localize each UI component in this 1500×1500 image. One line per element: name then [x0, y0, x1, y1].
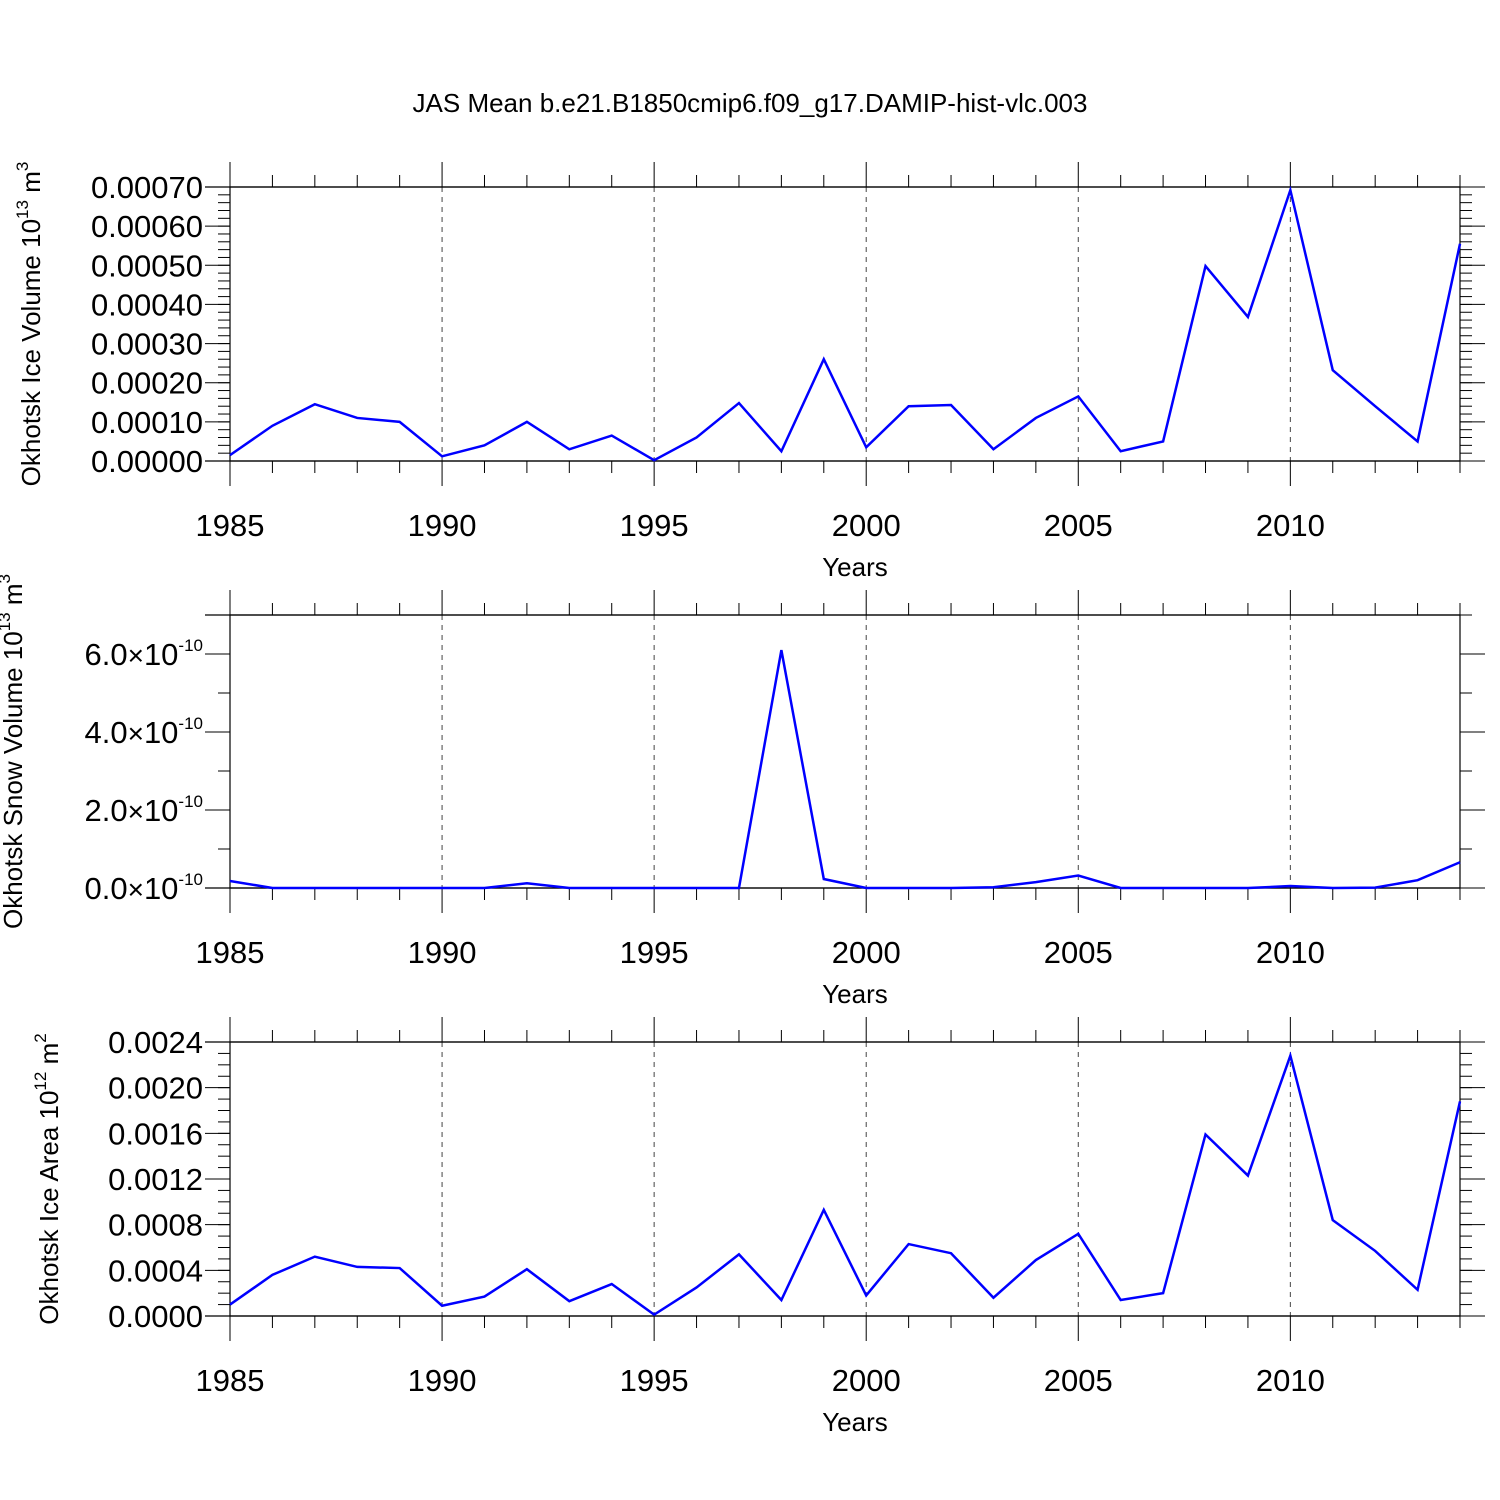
- y-label-exponent: 13: [13, 200, 32, 219]
- y-tick-times: ×: [128, 874, 144, 905]
- x-tick-label: 2010: [1256, 1363, 1325, 1398]
- y-axis-label: Okhotsk Ice Volume 1013 m3: [13, 162, 46, 487]
- y-label-exponent: 13: [0, 612, 14, 631]
- y-tick-label: 2.0×10-10: [84, 792, 203, 828]
- x-tick-label: 2010: [1256, 935, 1325, 970]
- y-tick-times: ×: [128, 718, 144, 749]
- y-tick-times: ×: [128, 796, 144, 827]
- series-line: [229, 649, 1461, 890]
- plot-frame: [229, 1041, 1461, 1317]
- y-tick-label: 0.0×10-10: [84, 870, 203, 906]
- y-tick-label: 0.0016: [108, 1116, 203, 1151]
- panel-2: 0.0×10-102.0×10-104.0×10-106.0×10-101985…: [0, 574, 1485, 1009]
- x-tick-label: 2010: [1256, 508, 1325, 543]
- y-label-unit: m: [0, 583, 28, 612]
- y-tick-exponent: -10: [178, 792, 203, 811]
- x-tick-label: 2000: [832, 1363, 901, 1398]
- y-tick-mantissa: 2.0: [84, 793, 127, 828]
- y-tick-label: 0.0024: [108, 1025, 203, 1060]
- chart-title: JAS Mean b.e21.B1850cmip6.f09_g17.DAMIP-…: [413, 88, 1088, 118]
- y-tick-label: 0.0012: [108, 1162, 203, 1197]
- y-tick-label: 6.0×10-10: [84, 636, 203, 672]
- y-tick-label: 4.0×10-10: [84, 714, 203, 750]
- y-tick-label: 0.00010: [91, 405, 203, 440]
- x-axis-label: Years: [822, 552, 888, 582]
- series-line: [229, 1051, 1462, 1317]
- y-label-unit: m: [16, 171, 46, 200]
- x-tick-label: 1985: [196, 935, 265, 970]
- x-tick-label: 2000: [832, 508, 901, 543]
- x-tick-label: 1995: [620, 935, 689, 970]
- y-tick-label: 0.00040: [91, 287, 203, 322]
- panel-3: 0.0000 0.0004 0.0008 0.0012 0.0016 0.0020 0.00…: [31, 1017, 1485, 1437]
- panels: 0.00000 0.00010 0.00020 0.00030 0.00040 0.000…: [0, 162, 1485, 1437]
- y-tick-mantissa: 4.0: [84, 715, 127, 750]
- y-tick-label: 0.00030: [91, 327, 203, 362]
- x-tick-label: 1985: [196, 1363, 265, 1398]
- x-tick-label: 1995: [620, 508, 689, 543]
- x-tick-label: 2005: [1044, 1363, 1113, 1398]
- x-tick-label: 1995: [620, 1363, 689, 1398]
- y-tick-label: 0.00020: [91, 366, 203, 401]
- x-axis-label: Years: [822, 1407, 888, 1437]
- y-tick-mantissa: 0.0: [84, 871, 127, 906]
- y-label-exponent: 12: [31, 1072, 50, 1091]
- y-tick-exponent: -10: [178, 714, 203, 733]
- x-tick-label: 1990: [408, 508, 477, 543]
- y-axis-label: Okhotsk Ice Area 1012 m2: [31, 1033, 64, 1324]
- x-tick-label: 2000: [832, 935, 901, 970]
- panel-1: 0.00000 0.00010 0.00020 0.00030 0.00040 0.000…: [13, 162, 1485, 582]
- y-tick-label: 0.00050: [91, 248, 203, 283]
- y-tick-base: 10: [144, 637, 178, 672]
- y-tick-label: 0.00060: [91, 209, 203, 244]
- y-tick-label: 0.0008: [108, 1208, 203, 1243]
- x-tick-label: 1990: [408, 935, 477, 970]
- series-line: [229, 185, 1462, 462]
- y-label-unit-exponent: 3: [0, 574, 14, 583]
- plot-frame: [229, 186, 1461, 462]
- y-label-unit-exponent: 3: [13, 162, 32, 171]
- x-tick-label: 2005: [1044, 508, 1113, 543]
- x-tick-label: 1985: [196, 508, 265, 543]
- y-tick-base: 10: [144, 715, 178, 750]
- y-tick-label: 0.00070: [91, 170, 203, 205]
- y-tick-base: 10: [144, 793, 178, 828]
- y-tick-label: 0.0020: [108, 1071, 203, 1106]
- y-tick-mantissa: 6.0: [84, 637, 127, 672]
- y-label-unit-exponent: 2: [31, 1033, 50, 1042]
- y-axis-label: Okhotsk Snow Volume 1013 m3: [0, 574, 28, 929]
- y-tick-base: 10: [144, 871, 178, 906]
- y-tick-label: 0.0004: [108, 1253, 203, 1288]
- plot-frame: [229, 614, 1461, 889]
- y-label-main: Okhotsk Ice Volume 10: [16, 219, 46, 486]
- y-tick-label: 0.00000: [91, 444, 203, 479]
- x-axis-label: Years: [822, 979, 888, 1009]
- x-tick-label: 2005: [1044, 935, 1113, 970]
- y-label-unit: m: [34, 1043, 64, 1072]
- y-label-main: Okhotsk Snow Volume 10: [0, 631, 28, 929]
- y-tick-exponent: -10: [178, 870, 203, 889]
- x-tick-label: 1990: [408, 1363, 477, 1398]
- y-tick-exponent: -10: [178, 636, 203, 655]
- y-tick-label: 0.0000: [108, 1299, 203, 1334]
- y-tick-times: ×: [128, 640, 144, 671]
- y-label-main: Okhotsk Ice Area 10: [34, 1091, 64, 1325]
